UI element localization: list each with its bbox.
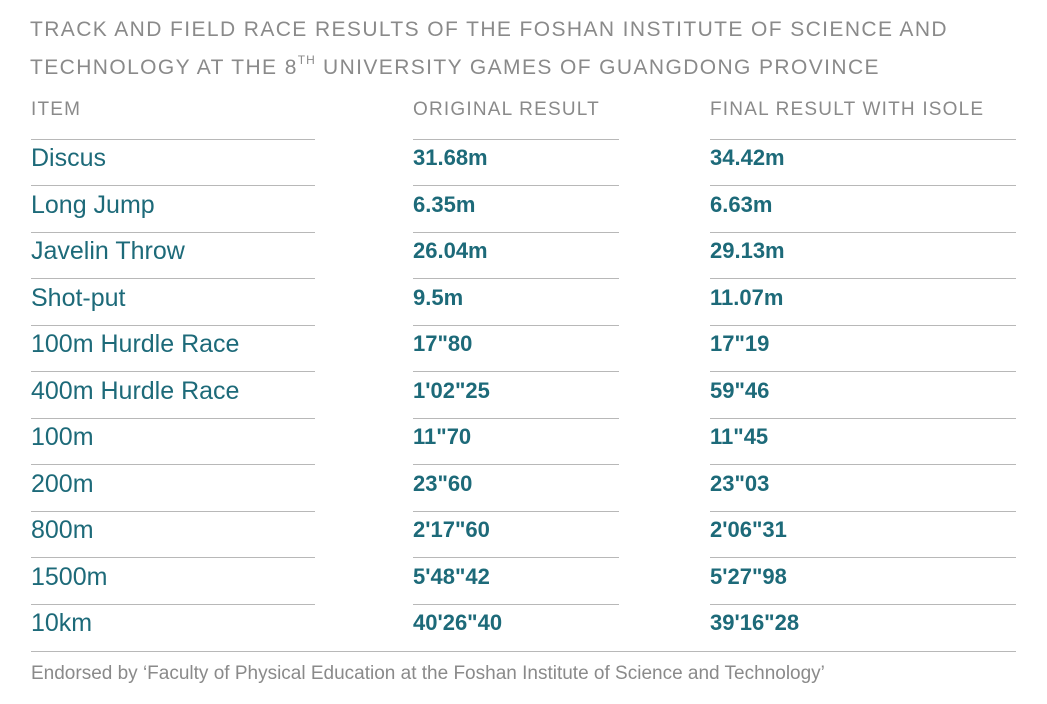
table-row: 100m 11"70 11"45 bbox=[0, 419, 1047, 465]
item-cell: 200m bbox=[31, 469, 94, 498]
row-rule bbox=[710, 464, 1016, 465]
row-rule bbox=[710, 510, 1016, 512]
row-rule bbox=[413, 603, 619, 605]
row-rule bbox=[710, 557, 1016, 558]
item-cell: Shot-put bbox=[31, 283, 126, 312]
original-result-cell: 26.04m bbox=[413, 238, 488, 263]
row-rule bbox=[710, 231, 1016, 233]
row-rule bbox=[413, 278, 619, 279]
original-result-cell: 40'26"40 bbox=[413, 610, 503, 635]
row-rule bbox=[413, 417, 619, 419]
row-rule bbox=[710, 185, 1016, 186]
header-rule-final bbox=[710, 139, 1016, 140]
title-line-2-start: TECHNOLOGY AT THE 8 bbox=[30, 56, 298, 79]
table-row: 1500m 5'48"42 5'27"98 bbox=[0, 559, 1047, 605]
original-result-cell: 11"70 bbox=[413, 424, 472, 449]
row-rule bbox=[710, 417, 1016, 419]
table-bottom-rule bbox=[31, 651, 1016, 652]
row-rule bbox=[31, 185, 315, 186]
title-line-1: TRACK AND FIELD RACE RESULTS OF THE FOSH… bbox=[30, 18, 948, 41]
final-result-cell: 23"03 bbox=[710, 470, 770, 496]
table-row: 200m 23"60 23"03 bbox=[0, 466, 1047, 512]
row-rule bbox=[710, 603, 1016, 605]
table-row: Discus 31.68m 34.42m bbox=[0, 140, 1047, 186]
row-rule bbox=[31, 278, 315, 279]
row-rule bbox=[31, 324, 315, 326]
row-rule bbox=[413, 231, 619, 233]
row-rule bbox=[413, 464, 619, 465]
final-result-cell: 6.63m bbox=[710, 191, 773, 217]
item-cell: 400m Hurdle Race bbox=[31, 376, 240, 405]
item-cell: 100m bbox=[31, 423, 94, 451]
table-row: Shot-put 9.5m 11.07m bbox=[0, 280, 1047, 326]
item-cell: Discus bbox=[31, 144, 107, 172]
final-result-cell: 29.13m bbox=[710, 238, 785, 263]
row-rule bbox=[31, 557, 315, 558]
final-result-cell: 39'16"28 bbox=[710, 610, 800, 635]
row-rule bbox=[413, 324, 619, 326]
row-rule bbox=[710, 324, 1016, 326]
table-row: Long Jump 6.35m 6.63m bbox=[0, 187, 1047, 233]
column-header-final-result: FINAL RESULT WITH ISOLE bbox=[710, 99, 985, 120]
row-rule bbox=[31, 603, 315, 605]
final-result-cell: 59"46 bbox=[710, 377, 770, 403]
row-rule bbox=[413, 557, 619, 558]
final-result-cell: 2'06"31 bbox=[710, 517, 787, 542]
final-result-cell: 5'27"98 bbox=[710, 563, 787, 589]
final-result-cell: 17"19 bbox=[710, 331, 770, 356]
row-rule bbox=[31, 231, 315, 233]
header-rule-item bbox=[31, 139, 315, 140]
row-rule bbox=[31, 464, 315, 465]
item-cell: 100m Hurdle Race bbox=[31, 330, 240, 358]
table-row: Javelin Throw 26.04m 29.13m bbox=[0, 233, 1047, 279]
final-result-cell: 11"45 bbox=[710, 424, 769, 449]
original-result-cell: 1'02"25 bbox=[413, 377, 490, 403]
item-cell: 1500m bbox=[31, 562, 108, 591]
item-cell: Javelin Throw bbox=[31, 237, 185, 265]
row-rule bbox=[413, 185, 619, 186]
table-row: 10km 40'26"40 39'16"28 bbox=[0, 605, 1047, 651]
item-cell: 10km bbox=[31, 609, 93, 637]
original-result-cell: 31.68m bbox=[413, 145, 488, 170]
item-cell: Long Jump bbox=[31, 190, 155, 219]
column-header-original-result: ORIGINAL RESULT bbox=[413, 99, 600, 120]
original-result-cell: 5'48"42 bbox=[413, 563, 490, 589]
table-row: 400m Hurdle Race 1'02"25 59"46 bbox=[0, 373, 1047, 419]
page-title: TRACK AND FIELD RACE RESULTS OF THE FOSH… bbox=[30, 14, 1020, 84]
original-result-cell: 2'17"60 bbox=[413, 517, 490, 542]
final-result-cell: 11.07m bbox=[710, 284, 784, 310]
original-result-cell: 17"80 bbox=[413, 331, 473, 356]
original-result-cell: 23"60 bbox=[413, 470, 473, 496]
row-rule bbox=[31, 510, 315, 512]
final-result-cell: 34.42m bbox=[710, 145, 785, 170]
row-rule bbox=[710, 278, 1016, 279]
original-result-cell: 6.35m bbox=[413, 191, 476, 217]
column-header-item: ITEM bbox=[31, 99, 82, 120]
item-cell: 800m bbox=[31, 516, 94, 544]
endorsement-note: Endorsed by ‘Faculty of Physical Educati… bbox=[31, 663, 825, 684]
row-rule bbox=[31, 417, 315, 419]
title-superscript: TH bbox=[297, 53, 316, 67]
row-rule bbox=[710, 371, 1016, 372]
title-line-2-end: UNIVERSITY GAMES OF GUANGDONG PROVINCE bbox=[315, 56, 880, 79]
original-result-cell: 9.5m bbox=[413, 284, 464, 310]
table-row: 100m Hurdle Race 17"80 17"19 bbox=[0, 326, 1047, 372]
header-rule-original bbox=[413, 139, 619, 140]
table-row: 800m 2'17"60 2'06"31 bbox=[0, 512, 1047, 558]
row-rule bbox=[413, 371, 619, 372]
row-rule bbox=[31, 371, 315, 372]
row-rule bbox=[413, 510, 619, 512]
